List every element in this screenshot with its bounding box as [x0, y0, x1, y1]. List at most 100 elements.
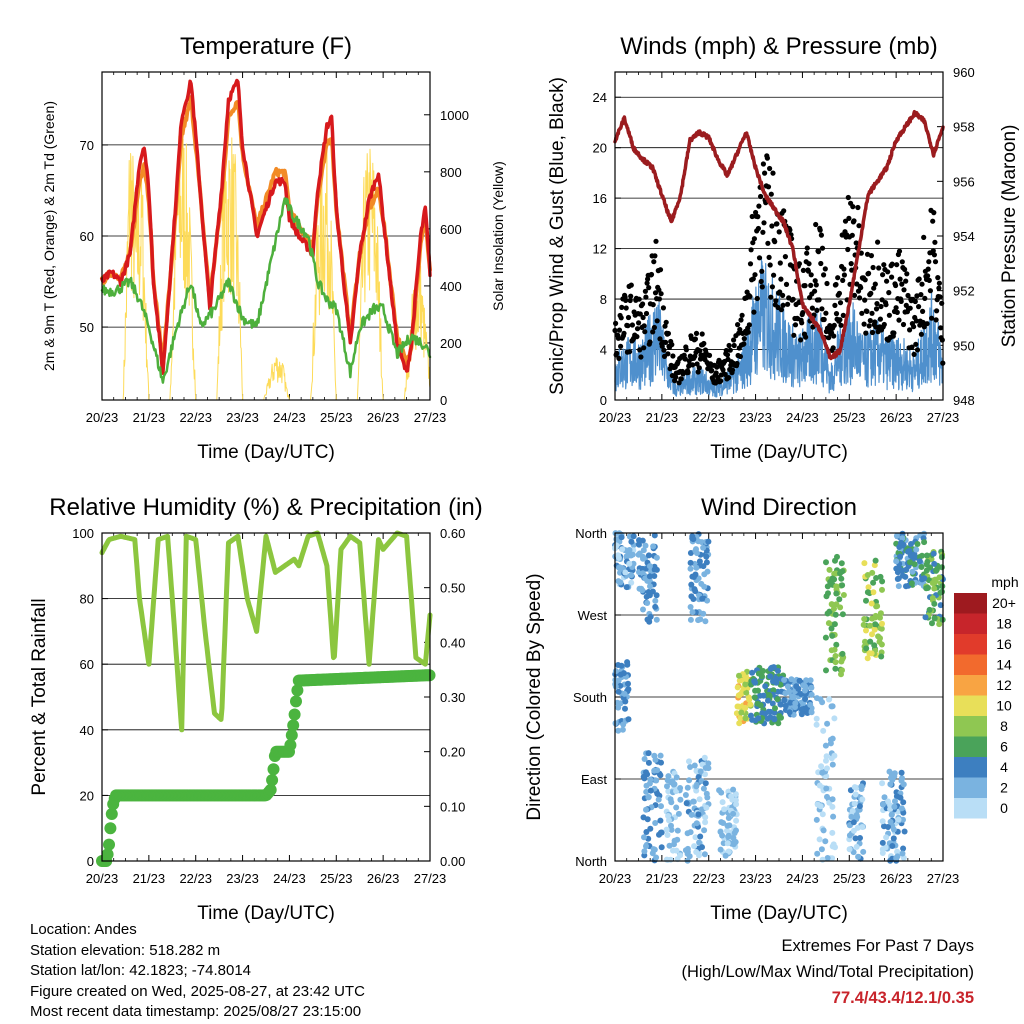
gust-point	[777, 260, 783, 266]
gust-point	[747, 261, 754, 267]
gust-point	[911, 324, 917, 330]
gust-point	[770, 170, 776, 176]
direction-point	[748, 712, 754, 719]
y-tick-label: 24	[593, 90, 607, 105]
direction-point	[718, 819, 725, 826]
direction-point	[693, 564, 700, 571]
y-right-tick-label: 0.50	[440, 581, 465, 596]
direction-point	[698, 806, 705, 813]
direction-point	[913, 546, 920, 553]
direction-point	[686, 777, 693, 784]
direction-point	[784, 683, 791, 690]
direction-point	[781, 677, 788, 683]
gust-point	[916, 276, 922, 282]
direction-point	[831, 621, 838, 628]
gust-point	[739, 312, 745, 318]
direction-point	[704, 794, 711, 801]
direction-point	[734, 684, 741, 691]
gust-point	[846, 215, 852, 221]
plot-frame	[101, 532, 431, 862]
gust-point	[889, 261, 895, 267]
gust-point	[858, 285, 864, 291]
direction-point	[667, 856, 674, 863]
gust-point	[918, 292, 924, 298]
gust-point	[818, 260, 824, 267]
direction-point	[700, 785, 707, 792]
direction-point	[736, 672, 742, 679]
direction-point	[683, 800, 690, 807]
direction-point	[684, 784, 691, 791]
gust-point	[869, 310, 875, 316]
gust-point	[799, 320, 805, 326]
precip-point	[266, 774, 279, 787]
direction-point	[831, 605, 837, 612]
direction-point	[817, 696, 824, 703]
y-tick-label: North	[575, 854, 607, 869]
x-axis-label: Time (Day/UTC)	[710, 903, 848, 924]
direction-point	[615, 688, 622, 695]
direction-point	[619, 546, 626, 553]
direction-point	[615, 704, 622, 711]
direction-point	[639, 570, 646, 577]
x-tick-label: 20/23	[86, 871, 119, 886]
gust-point	[718, 378, 724, 384]
precip-point	[284, 739, 297, 752]
gust-point	[845, 194, 851, 201]
gust-point	[767, 262, 773, 268]
gust-point	[810, 324, 816, 330]
direction-point	[823, 753, 830, 760]
direction-point	[929, 595, 936, 602]
y-right-tick-label: 0.10	[440, 799, 465, 814]
direction-point	[829, 703, 836, 710]
direction-point	[677, 796, 684, 803]
legend-swatch	[954, 716, 987, 737]
extremes-value: 77.4/43.4/12.1/0.35	[831, 989, 974, 1007]
direction-point	[828, 625, 835, 632]
legend-label: 20+	[992, 595, 1016, 611]
direction-point	[755, 715, 762, 722]
gust-point	[697, 356, 704, 362]
gust-point	[776, 229, 782, 235]
direction-point	[851, 784, 858, 791]
direction-point	[858, 783, 865, 790]
direction-point	[833, 583, 840, 590]
gust-series	[612, 153, 946, 386]
direction-point	[900, 816, 906, 823]
direction-point	[900, 799, 907, 806]
gust-point	[760, 161, 767, 167]
direction-point	[765, 708, 772, 715]
gust-point	[864, 308, 870, 314]
gust-point	[921, 234, 927, 240]
direction-point	[675, 810, 682, 817]
gust-point	[780, 302, 786, 308]
gust-point	[898, 298, 904, 304]
direction-point	[687, 550, 694, 556]
direction-point	[726, 822, 733, 829]
direction-point	[716, 787, 723, 794]
direction-point	[859, 796, 866, 803]
precip-point	[285, 729, 298, 742]
direction-point	[686, 758, 692, 765]
gust-point	[761, 220, 767, 226]
direction-point	[687, 616, 694, 623]
gust-point	[772, 239, 778, 245]
direction-point	[703, 559, 710, 566]
legend-label: 14	[996, 657, 1012, 673]
gust-point	[676, 380, 682, 386]
gust-point	[914, 293, 920, 299]
direction-point	[822, 838, 829, 845]
direction-point	[640, 555, 646, 562]
gust-point	[662, 323, 668, 329]
gust-point	[727, 347, 733, 353]
gust-point	[868, 290, 874, 296]
direction-point	[733, 801, 740, 808]
direction-point	[898, 539, 904, 546]
gust-point	[817, 227, 823, 233]
direction-point	[691, 762, 698, 769]
direction-point	[617, 682, 624, 689]
direction-point	[645, 759, 652, 766]
direction-point	[722, 852, 729, 859]
direction-point	[762, 683, 769, 690]
direction-point	[687, 604, 694, 610]
